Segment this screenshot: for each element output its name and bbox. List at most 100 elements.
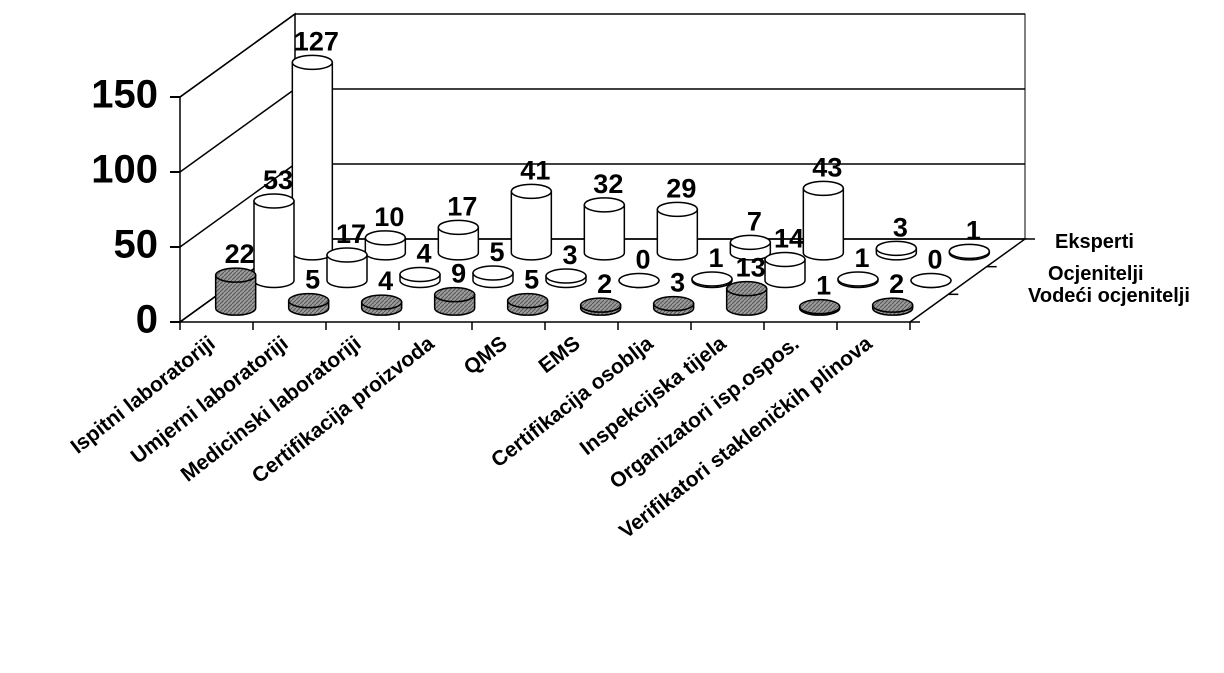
bar-top bbox=[691, 271, 733, 287]
value-label: 5 bbox=[489, 237, 504, 267]
bar bbox=[764, 251, 806, 289]
value-label: 1 bbox=[816, 271, 831, 301]
bar-top bbox=[287, 292, 330, 309]
bar bbox=[652, 295, 695, 316]
bar-top bbox=[579, 297, 622, 313]
bar-body bbox=[510, 190, 553, 261]
y-tick-label: 150 bbox=[91, 73, 158, 117]
bar-top bbox=[725, 280, 768, 297]
value-label: 17 bbox=[447, 191, 477, 221]
bar bbox=[291, 54, 334, 261]
value-label: 4 bbox=[378, 266, 393, 296]
bar-top bbox=[433, 286, 476, 303]
bar-top bbox=[948, 243, 991, 260]
value-label: 17 bbox=[336, 219, 366, 249]
bar bbox=[433, 286, 476, 316]
bar bbox=[798, 298, 841, 316]
legend-label: Eksperti bbox=[1055, 231, 1134, 253]
bar-top bbox=[875, 240, 918, 257]
bar bbox=[510, 183, 553, 261]
bar bbox=[287, 292, 330, 316]
value-label: 3 bbox=[670, 268, 685, 298]
bar-top bbox=[214, 267, 257, 283]
bar bbox=[253, 193, 295, 289]
bar-body bbox=[253, 200, 295, 289]
bar bbox=[837, 271, 879, 289]
bar-top bbox=[364, 230, 407, 246]
bar bbox=[472, 265, 514, 289]
bar-top bbox=[802, 180, 845, 197]
bar-top bbox=[545, 268, 587, 284]
bar bbox=[729, 234, 772, 261]
bar bbox=[618, 272, 660, 289]
bar-top bbox=[583, 197, 626, 213]
bar-top bbox=[798, 298, 841, 315]
value-label: 1 bbox=[966, 215, 981, 245]
value-label: 43 bbox=[812, 152, 842, 182]
value-label: 32 bbox=[593, 169, 623, 199]
bar bbox=[326, 247, 368, 289]
bar-top bbox=[510, 183, 553, 200]
value-label: 10 bbox=[374, 202, 404, 232]
bar bbox=[437, 219, 480, 261]
bar-top bbox=[326, 247, 368, 263]
bar bbox=[399, 266, 441, 289]
y-tick-label: 0 bbox=[136, 298, 158, 342]
value-label: 4 bbox=[416, 239, 431, 269]
value-label: 9 bbox=[451, 259, 466, 289]
bar bbox=[364, 230, 407, 261]
bar-top bbox=[652, 295, 695, 312]
bar bbox=[506, 292, 549, 316]
value-label: 22 bbox=[225, 239, 255, 269]
value-label: 127 bbox=[294, 26, 339, 56]
value-label: 5 bbox=[524, 265, 539, 295]
bar bbox=[871, 297, 914, 316]
bar-top bbox=[506, 292, 549, 309]
value-label: 1 bbox=[854, 243, 869, 273]
bar bbox=[875, 240, 918, 261]
value-label: 29 bbox=[666, 173, 696, 203]
value-label: 1 bbox=[708, 243, 723, 273]
bar-body bbox=[583, 204, 626, 261]
value-label: 5 bbox=[305, 265, 320, 295]
bar-body bbox=[802, 187, 845, 261]
value-label: 13 bbox=[736, 253, 766, 283]
bar bbox=[360, 294, 403, 316]
bar bbox=[802, 180, 845, 261]
value-label: 3 bbox=[562, 240, 577, 270]
bar-top bbox=[437, 219, 480, 236]
x-tick-label: EMS bbox=[535, 332, 585, 378]
bar-top bbox=[656, 201, 699, 218]
bar-top bbox=[360, 294, 403, 310]
bar-top bbox=[764, 251, 806, 268]
legend-label: Vodeći ocjenitelji bbox=[1028, 285, 1190, 307]
bar bbox=[725, 280, 768, 316]
bar-top bbox=[253, 193, 295, 209]
bar bbox=[656, 201, 699, 261]
bar-top bbox=[399, 266, 441, 283]
bar-body bbox=[214, 274, 257, 316]
value-label: 14 bbox=[774, 224, 804, 254]
bar-body bbox=[291, 61, 334, 261]
grid-line bbox=[179, 13, 1025, 98]
bar bbox=[910, 272, 952, 289]
bar-top bbox=[837, 271, 879, 287]
bar-top bbox=[910, 272, 952, 289]
y-tick-label: 50 bbox=[114, 223, 159, 267]
value-label: 53 bbox=[263, 165, 293, 195]
bar bbox=[579, 297, 622, 316]
bar bbox=[214, 267, 257, 316]
value-label: 7 bbox=[747, 206, 762, 236]
bar-top bbox=[729, 234, 772, 251]
bar bbox=[691, 271, 733, 289]
value-label: 0 bbox=[927, 245, 942, 275]
value-label: 2 bbox=[597, 269, 612, 299]
y-tick-label: 100 bbox=[91, 148, 158, 192]
value-label: 2 bbox=[889, 269, 904, 299]
bar-top bbox=[618, 272, 660, 289]
bar-top bbox=[291, 54, 334, 71]
bar bbox=[948, 243, 991, 261]
bar bbox=[583, 197, 626, 261]
value-label: 0 bbox=[635, 245, 650, 275]
